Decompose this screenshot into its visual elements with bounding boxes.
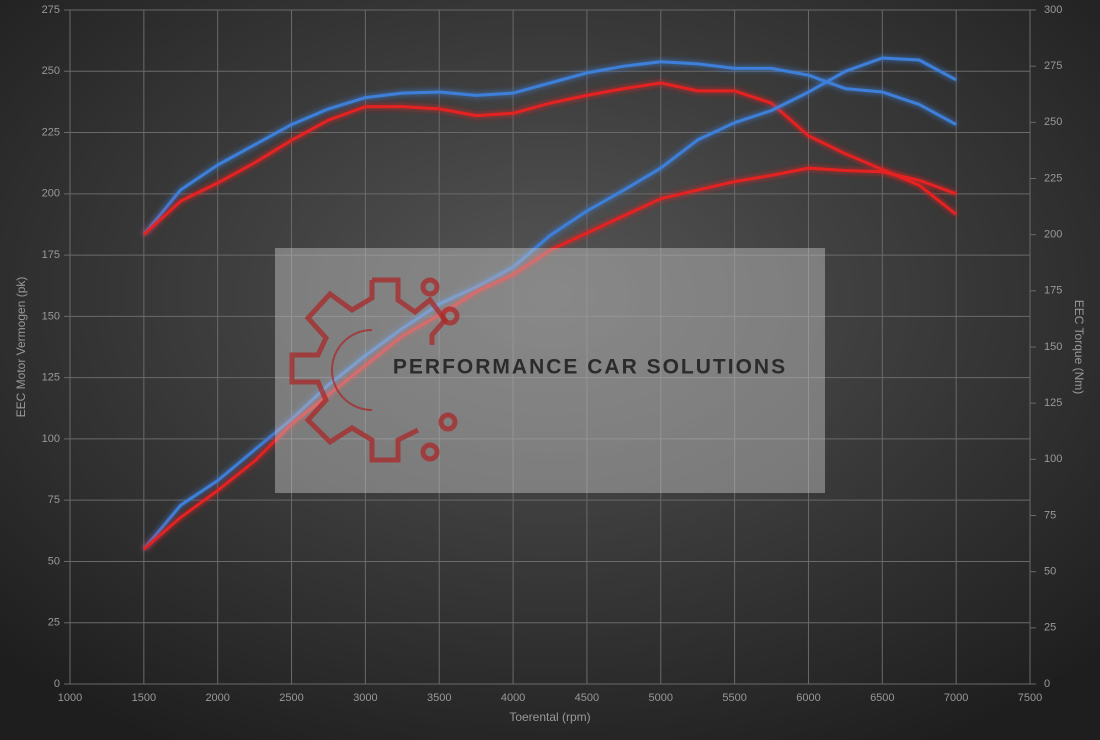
x-tick-label: 5500 (722, 692, 746, 704)
x-tick-label: 1000 (58, 692, 82, 704)
y-tick-label: 25 (48, 617, 60, 629)
x-tick-label: 6500 (870, 692, 894, 704)
y-tick-label: 125 (42, 372, 60, 384)
y2-tick-label: 75 (1044, 509, 1056, 521)
x-tick-label: 7000 (944, 692, 968, 704)
y2-axis-label: EEC Torque (Nm) (1072, 300, 1086, 394)
x-tick-label: 3000 (353, 692, 377, 704)
y2-tick-label: 200 (1044, 229, 1062, 241)
y2-tick-label: 125 (1044, 397, 1062, 409)
logo (289, 277, 460, 463)
y-tick-label: 225 (42, 126, 60, 138)
series-line (142, 56, 957, 551)
series-line (142, 81, 958, 236)
y-tick-label: 0 (54, 678, 60, 690)
x-tick-label: 7500 (1018, 692, 1042, 704)
series-line (142, 60, 957, 236)
y2-tick-label: 25 (1044, 622, 1056, 634)
y2-tick-label: 225 (1044, 172, 1062, 184)
x-tick-label: 6000 (796, 692, 820, 704)
x-tick-label: 1500 (132, 692, 156, 704)
y-axis-label: EEC Motor Vermogen (pk) (14, 277, 28, 418)
watermark-box: PERFORMANCE CAR SOLUTIONS (275, 248, 825, 493)
y-tick-label: 75 (48, 494, 60, 506)
x-tick-label: 2500 (279, 692, 303, 704)
x-tick-label: 4500 (575, 692, 599, 704)
y-tick-label: 175 (42, 249, 60, 261)
x-axis-label: Toerental (rpm) (509, 710, 590, 724)
y2-tick-label: 175 (1044, 285, 1062, 297)
y2-tick-label: 300 (1044, 4, 1062, 16)
y-tick-label: 250 (42, 65, 60, 77)
y2-tick-label: 150 (1044, 341, 1062, 353)
y2-tick-label: 100 (1044, 453, 1062, 465)
y-tick-label: 100 (42, 433, 60, 445)
series-line (142, 166, 957, 551)
y2-tick-label: 250 (1044, 116, 1062, 128)
y-tick-label: 50 (48, 555, 60, 567)
y2-tick-label: 0 (1044, 678, 1050, 690)
y-tick-label: 275 (42, 4, 60, 16)
x-tick-label: 3500 (427, 692, 451, 704)
lines (142, 56, 958, 551)
grid: 1000 1500 2000 2500 3000 3500 4000 4500 5000 5500… (42, 4, 1063, 704)
watermark-panel (275, 248, 825, 493)
x-tick-label: 4000 (501, 692, 525, 704)
x-tick-label: 2000 (205, 692, 229, 704)
y2-tick-label: 50 (1044, 566, 1056, 578)
y-tick-label: 150 (42, 310, 60, 322)
y-tick-label: 200 (42, 188, 60, 200)
x-tick-label: 5000 (649, 692, 673, 704)
watermark-text: PERFORMANCE CAR SOLUTIONS (393, 356, 787, 379)
y2-tick-label: 275 (1044, 60, 1062, 72)
